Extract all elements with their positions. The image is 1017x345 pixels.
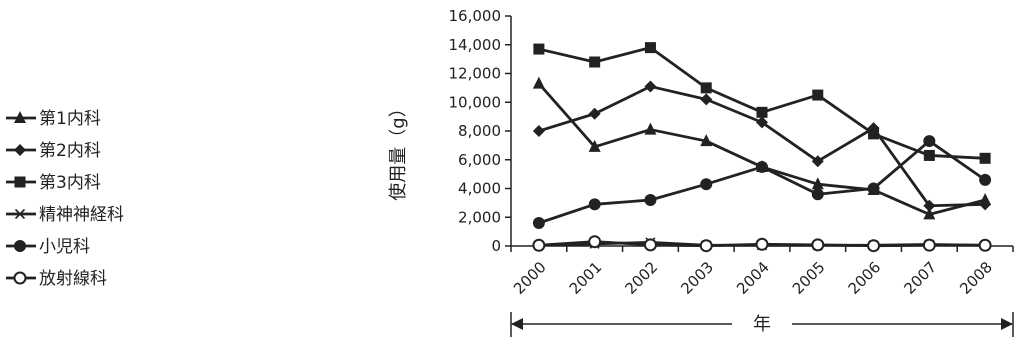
data-point bbox=[811, 238, 825, 252]
y-axis-ticks: 0 2,000 4,000 6,000 8,000 10,000 12,000 14,000 1… bbox=[449, 7, 511, 255]
data-point bbox=[923, 199, 936, 212]
data-point bbox=[644, 122, 657, 135]
x-tick-label: 2005 bbox=[789, 258, 829, 298]
data-point bbox=[700, 178, 713, 191]
data-point bbox=[978, 238, 992, 252]
legend-label: 第2内科 bbox=[39, 141, 101, 161]
y-tick-label: 12,000 bbox=[449, 65, 502, 83]
data-point bbox=[811, 155, 824, 168]
series-line bbox=[538, 85, 986, 208]
data-point bbox=[588, 107, 601, 120]
x-tick-label: 2007 bbox=[900, 258, 940, 298]
x-tick-label: 2006 bbox=[845, 258, 885, 298]
x-axis-label: 年 bbox=[753, 314, 771, 335]
legend-item: 放射線科 bbox=[6, 269, 107, 289]
data-point bbox=[643, 238, 657, 252]
data-point bbox=[532, 76, 545, 89]
data-point bbox=[589, 56, 601, 68]
legend-marker bbox=[13, 271, 27, 285]
data-point bbox=[756, 116, 768, 129]
legend-marker bbox=[14, 240, 26, 252]
data-point bbox=[532, 125, 545, 137]
x-tick-label: 2004 bbox=[733, 258, 773, 298]
legend-item: 小児科 bbox=[6, 237, 90, 257]
legend-item: 第1内科 bbox=[6, 109, 101, 129]
data-point bbox=[756, 106, 768, 118]
data-point bbox=[923, 207, 936, 220]
data-point bbox=[644, 42, 656, 54]
series-5 bbox=[532, 135, 992, 229]
legend-label: 放射線科 bbox=[39, 269, 107, 289]
x-tick-label: 2008 bbox=[956, 258, 996, 298]
legend-item: 第3内科 bbox=[6, 173, 101, 193]
data-point bbox=[532, 217, 545, 229]
data-point bbox=[700, 134, 713, 147]
data-point bbox=[644, 80, 657, 93]
legend-marker bbox=[14, 111, 26, 123]
legend-label: 第1内科 bbox=[39, 109, 101, 129]
series-6 bbox=[532, 235, 992, 253]
legend-marker bbox=[14, 144, 26, 156]
data-point bbox=[867, 239, 881, 253]
legend-label: 小児科 bbox=[39, 237, 90, 257]
data-point bbox=[588, 198, 601, 211]
x-axis-arrow bbox=[510, 312, 1014, 337]
y-tick-label: 4,000 bbox=[458, 180, 501, 198]
data-point bbox=[812, 89, 824, 101]
data-point bbox=[588, 139, 601, 152]
x-axis-ticks: 2000 2001 2002 2003 2004 2005 2006 2007 2008 bbox=[510, 246, 1014, 298]
data-point bbox=[532, 238, 546, 252]
data-point bbox=[700, 93, 713, 106]
data-point bbox=[811, 177, 824, 190]
y-tick-label: 14,000 bbox=[449, 36, 502, 54]
y-tick-label: 2,000 bbox=[458, 208, 501, 226]
data-point bbox=[699, 239, 713, 253]
y-tick-label: 8,000 bbox=[458, 122, 501, 140]
data-point bbox=[644, 194, 657, 206]
x-tick-label: 2000 bbox=[510, 258, 550, 298]
legend-marker bbox=[14, 208, 26, 220]
y-axis-label: 使用量（g） bbox=[388, 99, 409, 200]
y-tick-label: 6,000 bbox=[458, 151, 501, 169]
y-tick-label: 10,000 bbox=[449, 93, 502, 111]
legend-marker bbox=[14, 176, 26, 188]
data-point bbox=[756, 160, 768, 173]
data-point bbox=[923, 135, 936, 148]
data-point bbox=[868, 128, 880, 140]
series-2 bbox=[532, 80, 992, 212]
data-point bbox=[588, 235, 602, 249]
data-point bbox=[979, 152, 991, 164]
x-tick-label: 2003 bbox=[677, 258, 717, 298]
data-point bbox=[923, 149, 935, 161]
data-point bbox=[700, 82, 712, 94]
y-tick-label: 16,000 bbox=[449, 7, 502, 25]
data-point bbox=[533, 43, 545, 55]
data-point bbox=[922, 238, 936, 252]
x-tick-label: 2002 bbox=[622, 258, 662, 298]
x-tick-label: 2001 bbox=[566, 258, 606, 298]
series-layer bbox=[532, 42, 992, 253]
legend-label: 精神神経科 bbox=[39, 205, 124, 225]
y-tick-label: 0 bbox=[491, 237, 501, 255]
legend-item: 精神神経科 bbox=[6, 205, 124, 225]
series-line bbox=[538, 46, 986, 160]
series-3 bbox=[533, 42, 991, 164]
data-point bbox=[755, 237, 769, 251]
data-point bbox=[811, 188, 824, 201]
legend-label: 第3内科 bbox=[39, 173, 101, 193]
legend-item: 第2内科 bbox=[6, 141, 101, 161]
data-point bbox=[979, 173, 992, 186]
data-point bbox=[867, 182, 880, 195]
data-point bbox=[979, 198, 992, 211]
